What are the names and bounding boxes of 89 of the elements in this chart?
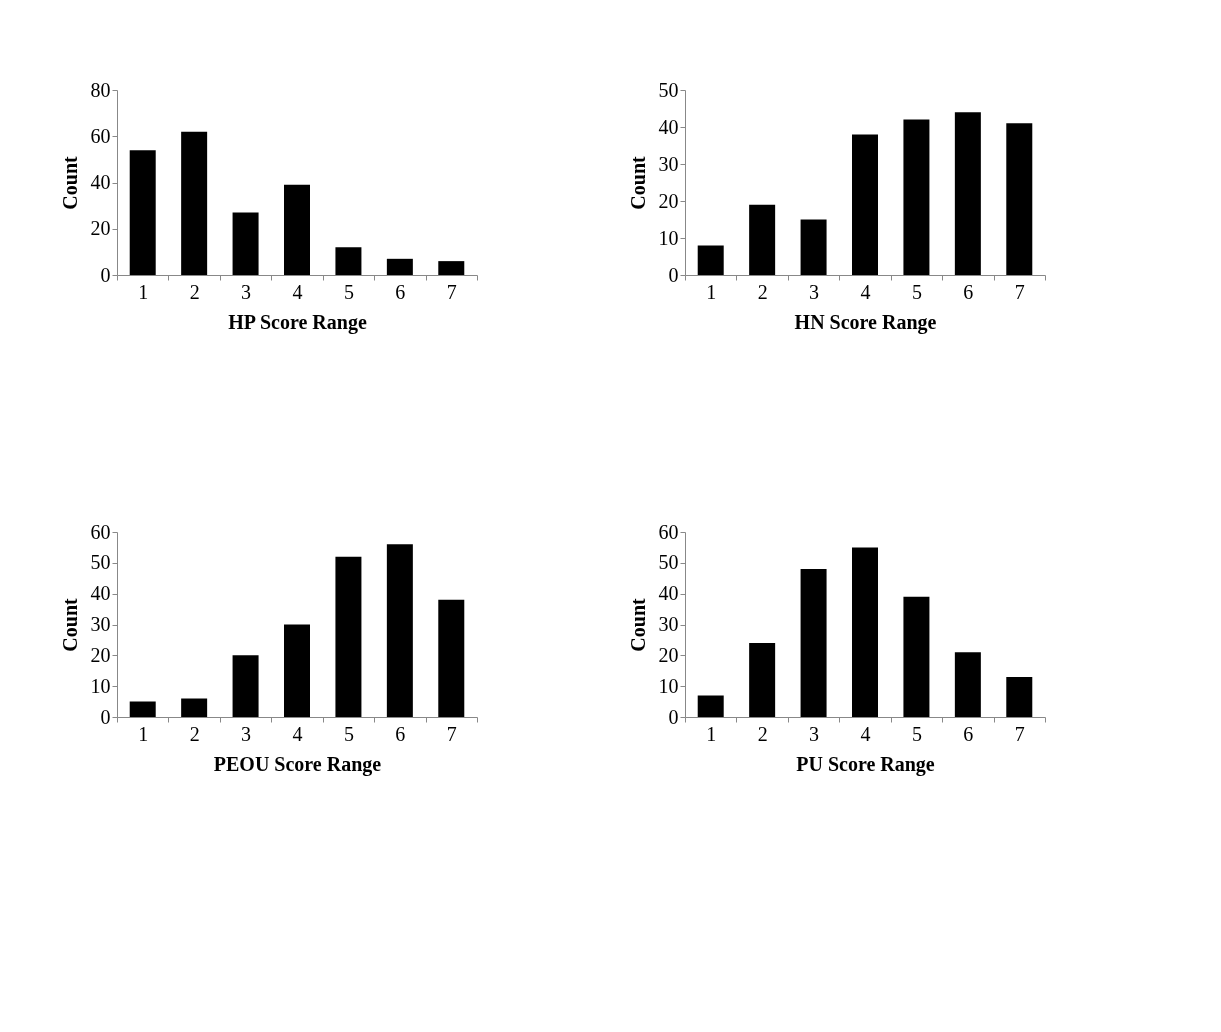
- x-tick-label: 1: [138, 722, 149, 745]
- bar: [335, 247, 362, 275]
- x-tick-label: 2: [189, 722, 200, 745]
- y-tick-label: 60: [658, 520, 679, 543]
- x-tick-label: 5: [343, 280, 354, 303]
- bar: [386, 544, 413, 717]
- y-tick-label: 40: [658, 582, 679, 605]
- bar: [129, 150, 156, 275]
- x-tick-label: 7: [1014, 280, 1025, 303]
- x-tick-label: 5: [911, 280, 922, 303]
- bar: [1006, 676, 1033, 717]
- y-tick-label: 0: [668, 705, 679, 728]
- x-tick-label: 7: [1014, 722, 1025, 745]
- x-tick-label: 7: [446, 722, 457, 745]
- bar: [181, 131, 208, 275]
- y-tick-label: 60: [90, 520, 111, 543]
- y-tick-label: 30: [90, 613, 111, 635]
- bar: [800, 569, 827, 717]
- bar: [852, 547, 878, 717]
- bar: [954, 112, 981, 275]
- x-tick-label: 6: [395, 280, 406, 303]
- y-axis-title: Count: [58, 597, 81, 652]
- x-tick-label: 2: [757, 280, 768, 303]
- y-tick-label: 20: [90, 643, 111, 666]
- x-tick-label: 5: [343, 722, 354, 745]
- bar: [181, 698, 208, 717]
- x-tick-label: 3: [241, 722, 252, 745]
- x-tick-label: 3: [241, 280, 252, 303]
- bar: [852, 134, 878, 275]
- x-tick-label: 2: [757, 722, 768, 745]
- x-tick-label: 1: [706, 280, 717, 303]
- y-tick-label: 0: [100, 263, 111, 286]
- y-tick-label: 50: [658, 551, 679, 574]
- bar: [438, 261, 465, 275]
- x-tick-label: 4: [292, 280, 303, 303]
- y-axis-title: Count: [58, 155, 81, 210]
- bar: [232, 655, 259, 717]
- x-tick-label: 4: [860, 280, 871, 303]
- bar: [954, 652, 981, 717]
- bar: [800, 219, 827, 275]
- y-tick-label: 20: [658, 643, 679, 666]
- x-tick-label: 3: [809, 280, 820, 303]
- y-axis-title: Count: [626, 155, 649, 210]
- x-tick-label: 1: [706, 722, 717, 745]
- x-axis-title: HN Score Range: [794, 310, 937, 334]
- x-tick-label: 6: [395, 722, 406, 745]
- x-axis-title: HP Score Range: [228, 310, 367, 334]
- y-tick-label: 40: [90, 171, 111, 193]
- y-tick-label: 0: [668, 263, 679, 286]
- bar: [697, 245, 724, 275]
- y-tick-label: 50: [90, 551, 111, 574]
- y-tick-label: 40: [90, 582, 111, 605]
- x-tick-label: 5: [911, 722, 922, 745]
- y-tick-label: 10: [658, 674, 679, 697]
- bar: [903, 119, 930, 275]
- bar: [749, 643, 776, 717]
- y-tick-label: 30: [658, 613, 679, 635]
- y-tick-label: 10: [658, 226, 679, 249]
- y-tick-label: 50: [658, 78, 679, 101]
- x-tick-label: 4: [292, 722, 303, 745]
- y-tick-label: 20: [90, 217, 111, 240]
- bar: [903, 596, 930, 717]
- x-tick-label: 6: [963, 280, 974, 303]
- x-tick-label: 6: [963, 722, 974, 745]
- x-tick-label: 2: [189, 280, 200, 303]
- bar: [438, 599, 465, 717]
- x-axis-title: PU Score Range: [796, 752, 935, 776]
- bar: [386, 258, 413, 275]
- y-tick-label: 40: [658, 115, 679, 138]
- x-tick-label: 4: [860, 722, 871, 745]
- x-tick-label: 1: [138, 280, 149, 303]
- bar: [129, 701, 156, 717]
- bar: [1006, 123, 1033, 275]
- bar: [284, 184, 310, 275]
- y-tick-label: 20: [658, 189, 679, 212]
- bar: [335, 556, 362, 717]
- bar: [697, 695, 724, 717]
- y-tick-label: 60: [90, 124, 111, 147]
- y-tick-label: 0: [100, 705, 111, 728]
- y-tick-label: 10: [90, 674, 111, 697]
- bar: [749, 204, 776, 275]
- y-tick-label: 30: [658, 152, 679, 175]
- y-tick-label: 80: [90, 78, 111, 101]
- x-axis-title: PEOU Score Range: [213, 752, 382, 776]
- y-axis-title: Count: [626, 597, 649, 652]
- x-tick-label: 3: [809, 722, 820, 745]
- x-tick-label: 7: [446, 280, 457, 303]
- bar: [232, 212, 259, 275]
- bar: [284, 624, 310, 717]
